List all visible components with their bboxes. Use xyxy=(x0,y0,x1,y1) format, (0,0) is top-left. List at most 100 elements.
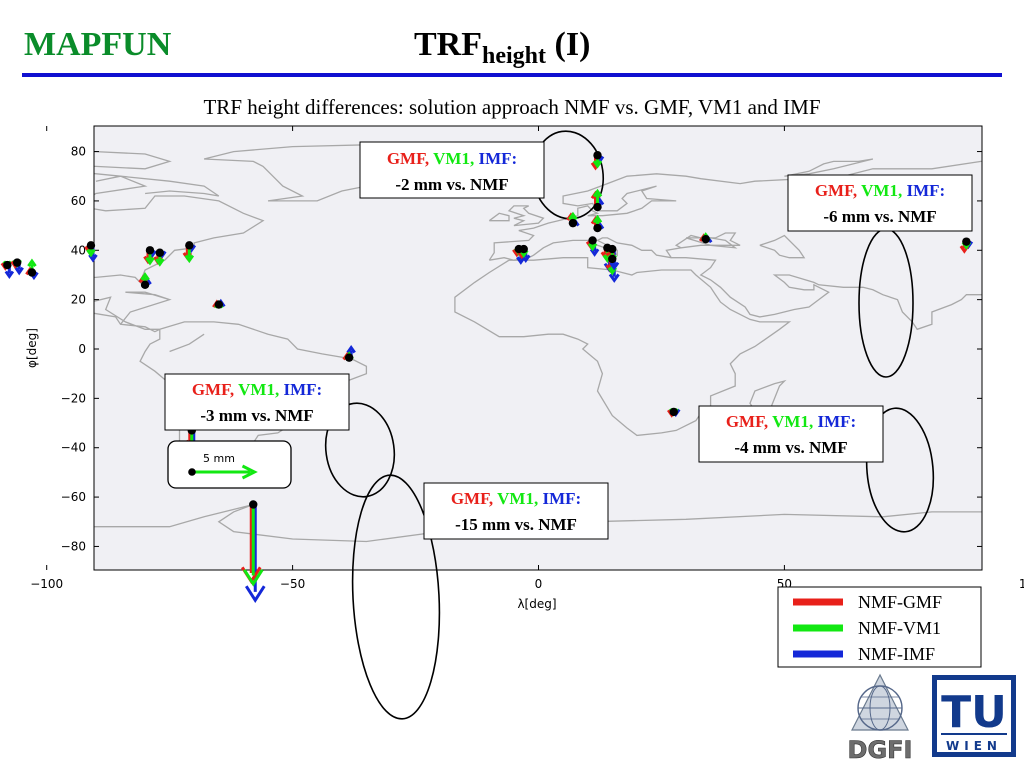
y-tick-label: −40 xyxy=(61,441,86,455)
y-tick-label: 40 xyxy=(71,243,86,257)
title-suffix: (I) xyxy=(546,26,591,63)
station-marker xyxy=(155,248,165,257)
x-tick-label: 100 xyxy=(1019,577,1024,591)
tu-logo-text: TU xyxy=(941,687,1007,738)
coastline xyxy=(489,237,672,261)
annotation-box xyxy=(359,141,545,199)
y-tick-label: −20 xyxy=(61,391,86,405)
annotation-australia: GMF, VM1, IMF: -4 mm vs. NMF xyxy=(698,405,884,463)
annotation-vm1: VM1, xyxy=(238,380,279,399)
annotation-south-america: GMF, VM1, IMF: -3 mm vs. NMF xyxy=(164,373,350,431)
coastline xyxy=(665,232,982,331)
chart-subtitle: TRF height differences: solution approac… xyxy=(203,95,821,119)
annotation-value: -2 mm vs. NMF xyxy=(395,175,508,194)
tu-logo-inner xyxy=(937,680,1011,752)
annotation-vm1: VM1, xyxy=(497,489,538,508)
station-marker xyxy=(568,218,578,228)
station-marker xyxy=(593,151,602,160)
highlight-ellipse-australia xyxy=(865,407,935,533)
scale-box: 5 mm xyxy=(167,440,292,489)
scale-arrow xyxy=(188,464,258,480)
station-marker xyxy=(140,280,150,290)
coastline xyxy=(95,175,220,197)
title-subscript: height xyxy=(482,43,547,69)
annotation-models: GMF, VM1, IMF: xyxy=(451,489,581,508)
scale-box-frame xyxy=(167,440,292,489)
annotation-gmf: GMF, xyxy=(451,489,493,508)
annotation-value: -6 mm vs. NMF xyxy=(823,207,936,226)
annotation-box xyxy=(787,174,973,232)
y-tick-label: −60 xyxy=(61,490,86,504)
annotation-value: -3 mm vs. NMF xyxy=(200,406,313,425)
annotation-imf: IMF: xyxy=(478,149,517,168)
station-marker xyxy=(86,241,96,250)
coastline xyxy=(454,257,792,437)
annotation-imf: IMF: xyxy=(817,412,856,431)
annotation-models: GMF, VM1, IMF: xyxy=(815,181,945,200)
annotation-japan: GMF, VM1, IMF: -6 mm vs. NMF xyxy=(787,174,973,232)
y-axis: 80 60 40 20 0 −20 −40 −60 −80 xyxy=(61,145,982,553)
coastline xyxy=(94,503,982,543)
annotation-models: GMF, VM1, IMF: xyxy=(726,412,856,431)
vm1-vector xyxy=(242,504,264,587)
station-marker xyxy=(519,244,528,254)
station-marker xyxy=(344,353,354,362)
annotations: GMF, VM1, IMF: -2 mm vs. NMF GMF, VM1, I… xyxy=(164,141,973,540)
annotation-gmf: GMF, xyxy=(192,380,234,399)
x-axis-label: λ[deg] xyxy=(517,597,556,611)
tu-wien-logo: TU WIEN xyxy=(932,675,1016,757)
coastline xyxy=(488,212,510,222)
scale-label: 5 mm xyxy=(203,452,235,465)
station-marker xyxy=(588,236,597,245)
annotation-europe: GMF, VM1, IMF: -2 mm vs. NMF xyxy=(359,141,545,199)
y-tick-label: 20 xyxy=(71,293,86,307)
y-tick-label: −80 xyxy=(61,539,86,553)
annotation-vm1: VM1, xyxy=(772,412,813,431)
station-marker xyxy=(12,258,22,267)
x-tick-label: −100 xyxy=(30,577,63,591)
y-tick-label: 80 xyxy=(71,145,86,159)
title-rule xyxy=(22,73,1002,77)
annotation-models: GMF, VM1, IMF: xyxy=(192,380,322,399)
annotation-vm1: VM1, xyxy=(433,149,474,168)
annotation-box xyxy=(164,373,350,431)
y-axis-label: φ[deg] xyxy=(25,328,39,368)
station-marker xyxy=(3,260,12,270)
station-marker xyxy=(593,223,602,233)
dgfi-logo: DGFI xyxy=(847,673,913,764)
wien-logo-text: WIEN xyxy=(946,739,1002,753)
legend-label: NMF-IMF xyxy=(858,644,935,664)
brand-title: MAPFUN xyxy=(24,26,172,63)
station-marker xyxy=(27,268,37,277)
dgfi-logo-text: DGFI xyxy=(848,736,913,764)
station-marker xyxy=(145,246,155,255)
coastline xyxy=(169,333,205,353)
coastline xyxy=(1006,337,1024,364)
station-marker xyxy=(593,202,602,212)
coastline xyxy=(0,176,66,201)
legend: NMF-GMF NMF-VM1 NMF-IMF xyxy=(777,586,982,668)
annotation-vm1: VM1, xyxy=(861,181,902,200)
coastline xyxy=(759,234,806,259)
title-main: TRF xyxy=(414,26,482,63)
annotation-value: -15 mm vs. NMF xyxy=(455,515,577,534)
station-markers xyxy=(3,151,971,509)
annotation-value: -4 mm vs. NMF xyxy=(734,438,847,457)
y-tick-label: 0 xyxy=(78,342,86,356)
annotation-imf: IMF: xyxy=(906,181,945,200)
coastline xyxy=(203,143,452,202)
coastline xyxy=(507,205,545,227)
annotation-antarctica: GMF, VM1, IMF: -15 mm vs. NMF xyxy=(423,482,609,540)
station-marker xyxy=(608,254,617,264)
station-marker xyxy=(701,234,710,244)
x-tick-label: 0 xyxy=(535,577,543,591)
station-marker xyxy=(669,407,678,417)
y-tick-label: 60 xyxy=(71,194,86,208)
x-tick-label: −50 xyxy=(280,577,305,591)
annotation-gmf: GMF, xyxy=(815,181,857,200)
annotation-box xyxy=(698,405,884,463)
coastline xyxy=(784,158,874,177)
station-marker xyxy=(214,300,224,309)
annotation-imf: IMF: xyxy=(283,380,322,399)
